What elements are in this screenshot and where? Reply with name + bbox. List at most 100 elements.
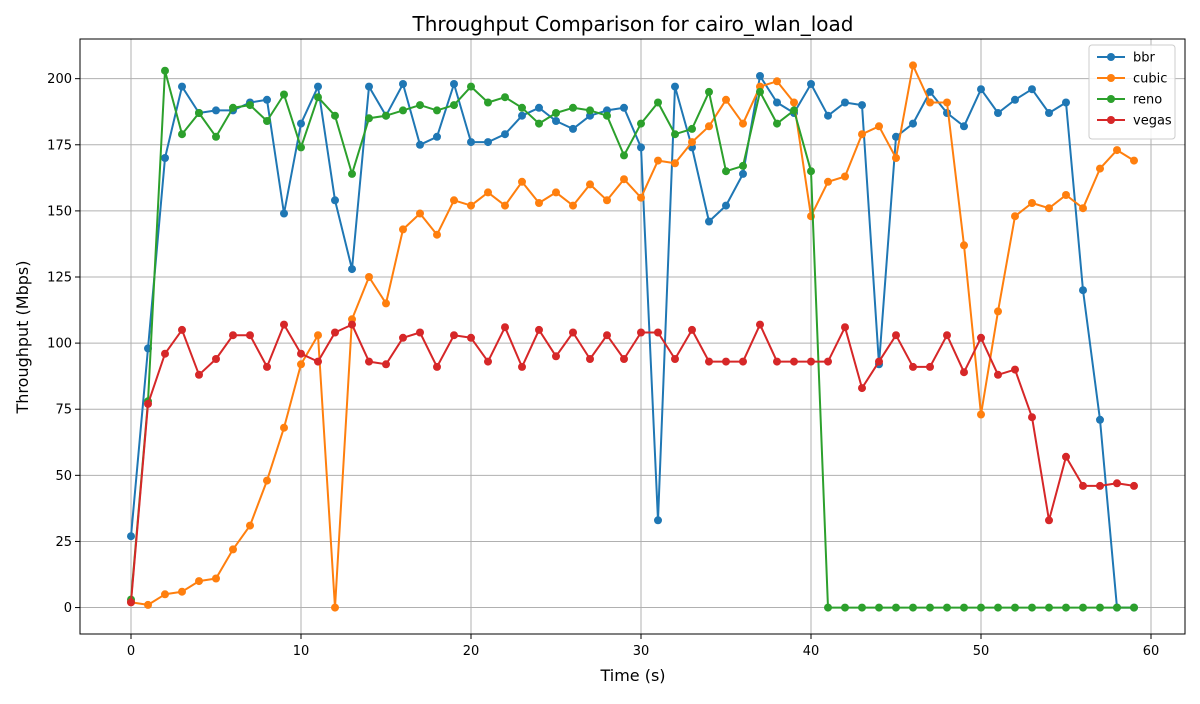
data-point-vegas: [773, 357, 781, 366]
x-tick-label: 10: [293, 644, 310, 659]
data-point-cubic: [773, 77, 781, 86]
legend-swatch-marker: [1107, 116, 1115, 124]
x-tick-label: 60: [1143, 644, 1160, 659]
data-point-cubic: [1011, 212, 1019, 221]
x-tick-label: 50: [973, 644, 990, 659]
data-point-vegas: [246, 331, 254, 340]
data-point-vegas: [892, 331, 900, 340]
x-tick-label: 30: [633, 644, 650, 659]
data-point-reno: [586, 106, 594, 115]
data-point-cubic: [501, 201, 509, 210]
data-point-bbr: [399, 80, 407, 88]
data-point-vegas: [178, 325, 186, 334]
data-point-vegas: [280, 320, 288, 329]
y-tick-label: 0: [64, 601, 72, 616]
data-point-vegas: [875, 357, 883, 366]
data-point-bbr: [127, 532, 135, 541]
data-point-bbr: [161, 154, 169, 162]
data-point-cubic: [926, 98, 934, 107]
data-point-reno: [1079, 603, 1087, 612]
data-point-vegas: [1096, 481, 1104, 490]
data-point-vegas: [314, 357, 322, 366]
data-point-cubic: [1130, 156, 1138, 165]
y-tick-label: 100: [47, 337, 72, 352]
data-point-reno: [280, 90, 288, 99]
data-point-reno: [1045, 603, 1053, 612]
data-point-reno: [1113, 603, 1121, 612]
data-point-vegas: [841, 323, 849, 332]
data-point-reno: [433, 106, 441, 115]
data-point-reno: [178, 130, 186, 139]
data-point-reno: [314, 93, 322, 102]
data-point-vegas: [943, 331, 951, 340]
data-point-bbr: [1011, 95, 1019, 104]
data-point-reno: [348, 169, 356, 178]
data-point-vegas: [467, 333, 475, 342]
data-point-cubic: [977, 410, 985, 419]
data-point-bbr: [1062, 98, 1070, 107]
data-point-vegas: [518, 362, 526, 371]
x-tick-label: 40: [803, 644, 820, 659]
series-layer: [127, 61, 1138, 612]
data-point-vegas: [909, 362, 917, 371]
data-point-cubic: [1062, 191, 1070, 199]
data-point-cubic: [1045, 204, 1053, 213]
series-line-vegas: [130, 323, 1135, 603]
data-point-cubic: [790, 98, 798, 107]
data-point-cubic: [382, 299, 390, 308]
data-point-cubic: [722, 95, 730, 104]
data-point-cubic: [1079, 204, 1087, 213]
data-point-reno: [739, 161, 747, 170]
data-point-reno: [246, 101, 254, 110]
data-point-bbr: [858, 101, 866, 110]
data-point-vegas: [535, 325, 543, 334]
data-point-reno: [841, 603, 849, 612]
data-point-bbr: [637, 143, 645, 152]
x-tick-label: 0: [127, 644, 135, 659]
series-vegas: [127, 320, 1138, 607]
data-point-reno: [365, 114, 373, 123]
y-tick-label: 75: [55, 403, 72, 418]
y-tick-label: 150: [47, 204, 72, 219]
data-point-vegas: [1062, 452, 1070, 461]
data-point-vegas: [671, 355, 679, 363]
data-point-cubic: [297, 360, 305, 369]
data-point-reno: [858, 603, 866, 612]
legend-swatch-marker: [1107, 95, 1115, 103]
data-point-cubic: [705, 122, 713, 131]
data-point-reno: [501, 93, 509, 102]
data-point-bbr: [1045, 109, 1053, 117]
data-point-reno: [807, 167, 815, 176]
data-point-reno: [297, 143, 305, 152]
data-point-vegas: [382, 360, 390, 369]
data-point-cubic: [637, 193, 645, 202]
data-point-reno: [195, 109, 203, 117]
data-point-reno: [756, 87, 764, 96]
data-point-bbr: [331, 196, 339, 205]
y-tick-label: 125: [47, 271, 72, 286]
data-point-bbr: [1028, 85, 1036, 94]
data-point-bbr: [909, 119, 917, 128]
data-point-bbr: [1079, 286, 1087, 295]
data-point-vegas: [790, 357, 798, 366]
data-point-bbr: [314, 82, 322, 91]
data-point-bbr: [705, 217, 713, 226]
series-bbr: [127, 72, 1138, 612]
legend: bbr cubic reno vegas: [1088, 44, 1176, 140]
data-point-cubic: [246, 521, 254, 530]
data-point-cubic: [229, 545, 237, 554]
data-point-vegas: [161, 349, 169, 358]
data-point-reno: [535, 119, 543, 128]
data-point-cubic: [824, 177, 832, 186]
legend-label: reno: [1133, 93, 1162, 108]
series-reno: [127, 66, 1138, 612]
data-point-vegas: [960, 368, 968, 377]
data-point-vegas: [654, 328, 662, 337]
data-point-reno: [416, 101, 424, 110]
data-point-reno: [263, 117, 271, 125]
data-point-bbr: [552, 117, 560, 125]
data-point-vegas: [620, 355, 628, 363]
data-point-cubic: [161, 590, 169, 599]
